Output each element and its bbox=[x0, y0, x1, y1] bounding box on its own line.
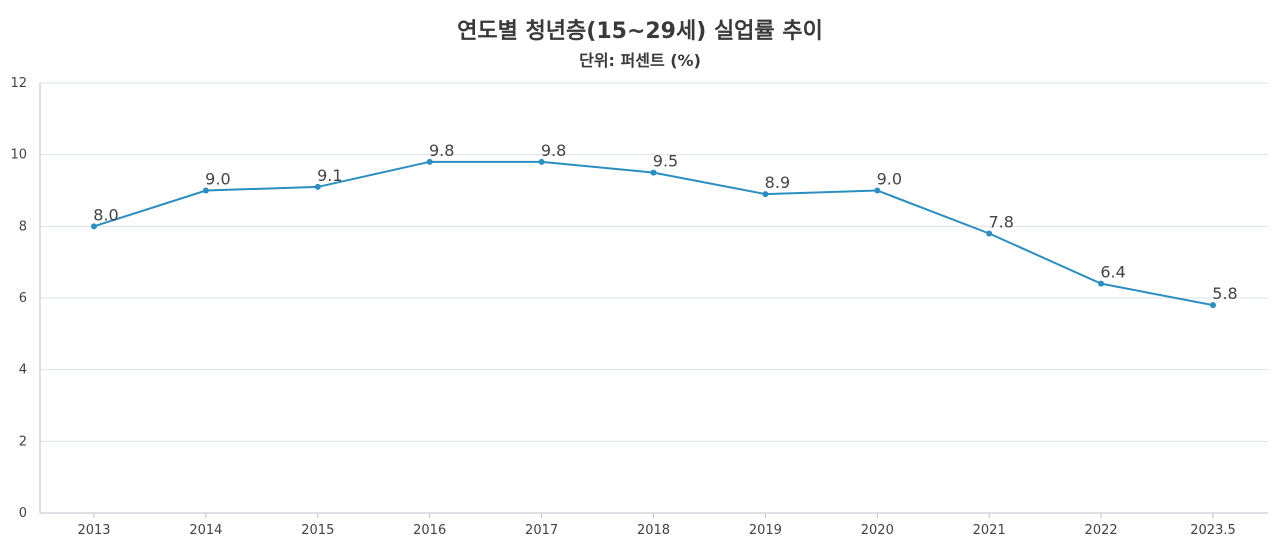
x-tick-label: 2016 bbox=[413, 523, 446, 538]
data-label: 6.4 bbox=[1100, 263, 1125, 282]
chart-title: 연도별 청년층(15~29세) 실업률 추이 bbox=[457, 19, 823, 44]
data-point bbox=[426, 158, 433, 165]
series-line bbox=[93, 160, 1214, 307]
data-point bbox=[538, 158, 545, 165]
series bbox=[91, 158, 1216, 309]
y-tick-label: 8 bbox=[19, 219, 27, 234]
data-point bbox=[91, 223, 97, 230]
data-label: 9.1 bbox=[317, 166, 342, 185]
y-tick-label: 0 bbox=[19, 506, 27, 521]
x-axis: 2013 2014 2015 2016 2017 2018 2019 2020 2021 2022… bbox=[77, 513, 1236, 538]
y-tick-label: 10 bbox=[10, 148, 27, 163]
data-label: 9.8 bbox=[541, 141, 566, 160]
y-tick-label: 4 bbox=[19, 363, 27, 378]
data-label: 9.0 bbox=[877, 170, 902, 189]
x-tick-label: 2018 bbox=[637, 523, 670, 538]
x-tick-label: 2023.5 bbox=[1190, 523, 1236, 538]
data-label: 8.0 bbox=[93, 205, 118, 224]
y-tick-label: 12 bbox=[10, 76, 27, 91]
data-label: 9.0 bbox=[205, 170, 230, 189]
data-label: 8.9 bbox=[765, 173, 790, 192]
data-point bbox=[986, 230, 993, 237]
data-point bbox=[202, 187, 209, 194]
y-tick-label: 6 bbox=[19, 291, 27, 306]
x-tick-label: 2014 bbox=[189, 523, 222, 538]
x-tick-label: 2013 bbox=[77, 523, 110, 538]
grid-lines bbox=[39, 82, 1268, 514]
data-point bbox=[762, 191, 769, 198]
data-label: 7.8 bbox=[988, 213, 1013, 232]
data-label: 5.8 bbox=[1212, 284, 1237, 303]
x-tick-label: 2017 bbox=[525, 523, 558, 538]
x-tick-label: 2020 bbox=[861, 523, 894, 538]
data-label: 9.5 bbox=[653, 152, 678, 171]
data-point bbox=[874, 187, 881, 194]
y-tick-label: 2 bbox=[19, 434, 27, 449]
data-labels: 8.0 9.0 9.1 9.8 9.8 9.5 8.9 9.0 7.8 6.4 5.8 bbox=[93, 141, 1237, 303]
data-point bbox=[650, 169, 657, 176]
x-tick-label: 2021 bbox=[973, 523, 1006, 538]
data-label: 9.8 bbox=[429, 141, 454, 160]
data-point bbox=[314, 183, 321, 190]
y-axis: 0 2 4 6 8 10 12 bbox=[10, 76, 27, 521]
x-tick-label: 2022 bbox=[1085, 523, 1118, 538]
x-tick-label: 2015 bbox=[301, 523, 334, 538]
data-point bbox=[1098, 280, 1105, 287]
chart-subtitle: 단위: 퍼센트 (%) bbox=[579, 51, 701, 70]
data-point bbox=[1210, 302, 1216, 309]
x-tick-label: 2019 bbox=[749, 523, 782, 538]
